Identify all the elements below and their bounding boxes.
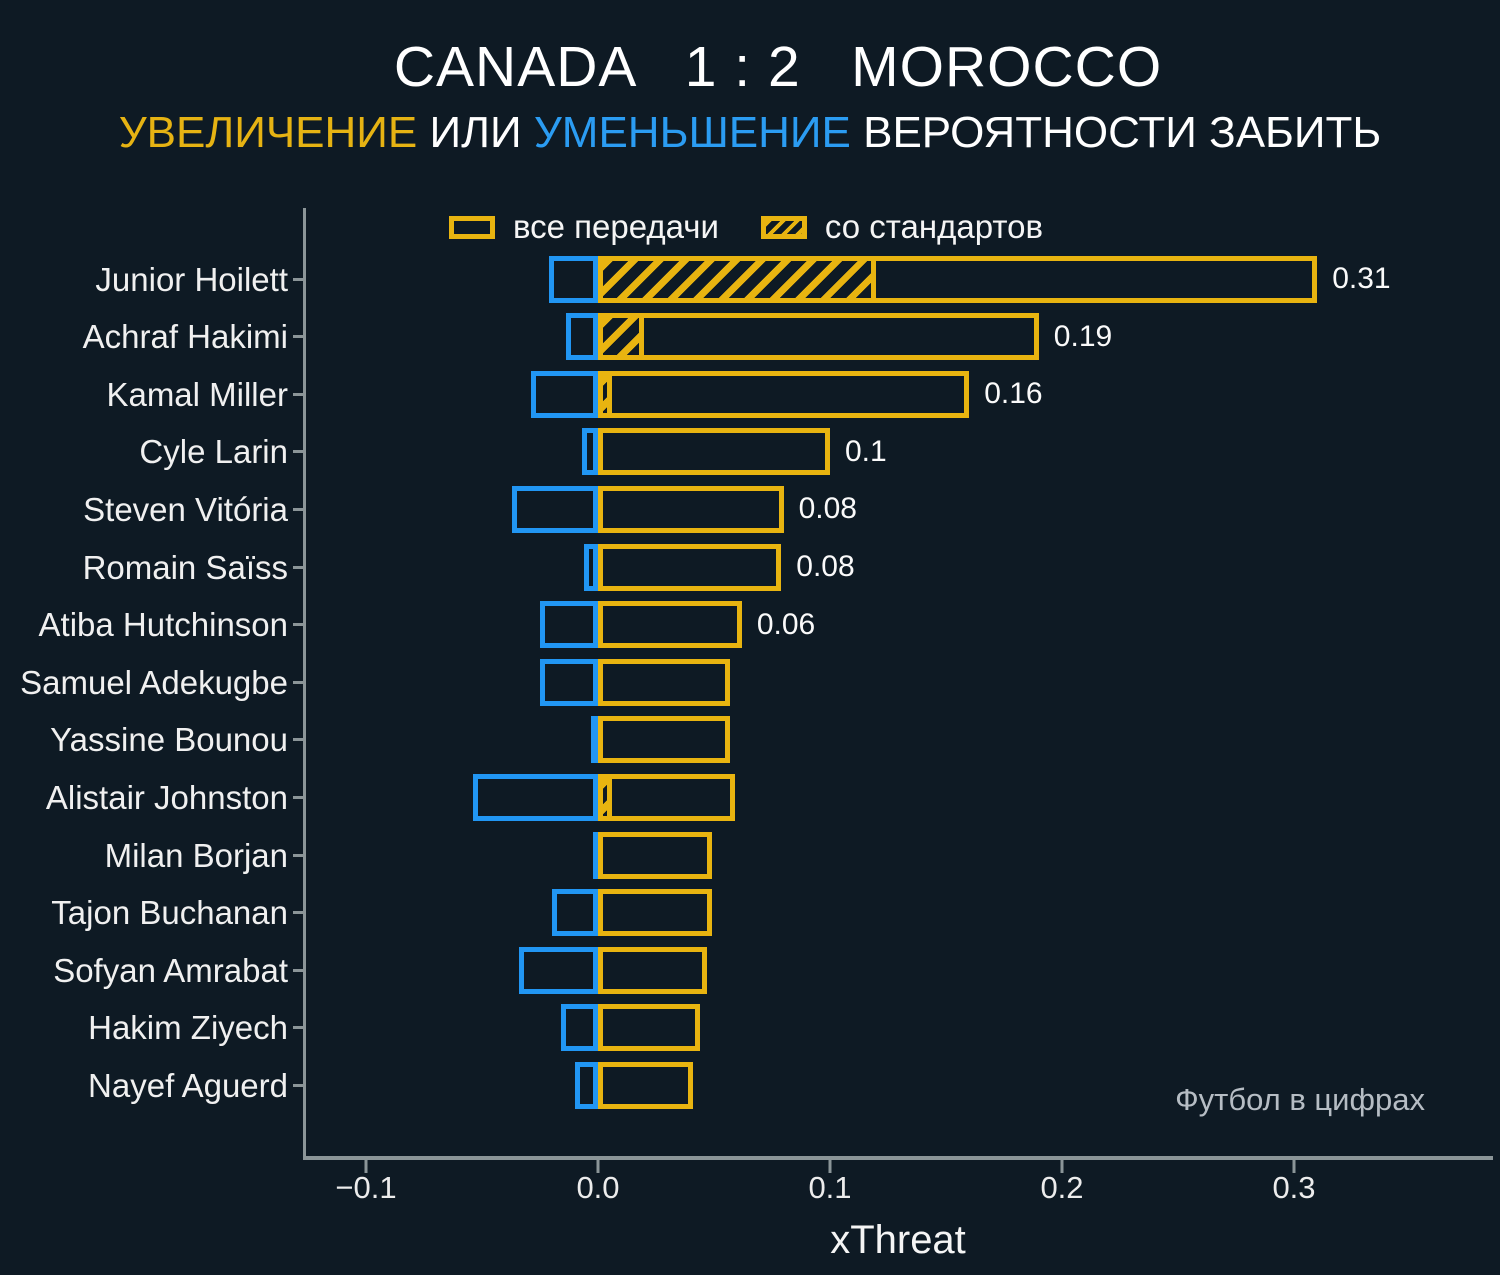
set-piece-bar bbox=[598, 313, 645, 361]
increase-bar bbox=[598, 1061, 694, 1109]
decrease-bar bbox=[591, 716, 598, 764]
y-tick bbox=[293, 738, 303, 742]
x-tick-label: 0.1 bbox=[808, 1170, 852, 1205]
player-label: Yassine Bounou bbox=[50, 721, 288, 759]
y-tick bbox=[293, 911, 303, 915]
increase-bar bbox=[598, 485, 784, 533]
value-label: 0.08 bbox=[796, 550, 855, 583]
y-tick bbox=[293, 565, 303, 569]
y-tick bbox=[293, 507, 303, 511]
value-label: 0.1 bbox=[845, 434, 887, 468]
y-tick bbox=[293, 392, 303, 396]
x-tick bbox=[828, 1160, 832, 1173]
increase-bar bbox=[598, 831, 712, 879]
decrease-bar bbox=[584, 543, 598, 591]
watermark: Футбол в цифрах bbox=[1175, 1082, 1425, 1117]
increase-bar bbox=[598, 428, 830, 476]
y-tick bbox=[293, 680, 303, 684]
subtitle-decrease-word: УМЕНЬШЕНИЕ bbox=[533, 108, 851, 157]
decrease-bar bbox=[472, 773, 598, 821]
player-label: Alistair Johnston bbox=[45, 778, 288, 816]
increase-bar bbox=[598, 773, 735, 821]
value-label: 0.06 bbox=[756, 607, 816, 641]
decrease-bar bbox=[574, 1061, 598, 1109]
decrease-bar bbox=[540, 658, 598, 706]
page-subtitle: УВЕЛИЧЕНИЕ ИЛИ УМЕНЬШЕНИЕ ВЕРОЯТНОСТИ ЗА… bbox=[0, 108, 1500, 158]
player-label: Kamal Miller bbox=[106, 375, 288, 413]
player-label: Romain Saïss bbox=[82, 548, 288, 586]
x-axis-title: xThreat bbox=[830, 1218, 966, 1262]
subtitle-or-word: ИЛИ bbox=[417, 108, 534, 157]
increase-bar bbox=[598, 946, 708, 994]
value-label: 0.08 bbox=[798, 492, 857, 526]
increase-bar bbox=[598, 716, 731, 764]
legend-swatch-set-pieces bbox=[760, 215, 807, 239]
player-label: Atiba Hutchinson bbox=[38, 606, 288, 644]
y-tick bbox=[293, 1083, 303, 1087]
increase-bar bbox=[598, 601, 742, 649]
y-tick bbox=[293, 450, 303, 454]
decrease-bar bbox=[560, 1004, 598, 1052]
y-axis-spine bbox=[303, 208, 306, 1159]
subtitle-increase-word: УВЕЛИЧЕНИЕ bbox=[118, 108, 418, 157]
x-tick-label: 0.0 bbox=[576, 1170, 620, 1205]
set-piece-bar bbox=[598, 370, 612, 418]
y-tick bbox=[293, 277, 303, 281]
y-tick bbox=[293, 623, 303, 627]
decrease-bar bbox=[593, 831, 598, 879]
player-label: Nayef Aguerd bbox=[88, 1066, 288, 1104]
x-tick bbox=[1292, 1160, 1296, 1173]
y-tick bbox=[293, 968, 303, 972]
player-label: Junior Hoilett bbox=[95, 260, 288, 298]
decrease-bar bbox=[512, 485, 598, 533]
x-tick bbox=[1060, 1160, 1064, 1173]
decrease-bar bbox=[565, 313, 598, 361]
player-label: Steven Vitória bbox=[83, 490, 288, 528]
x-tick bbox=[596, 1160, 600, 1173]
player-label: Tajon Buchanan bbox=[51, 894, 288, 932]
player-label: Hakim Ziyech bbox=[88, 1009, 288, 1047]
player-label: Cyle Larin bbox=[139, 433, 288, 471]
decrease-bar bbox=[540, 601, 598, 649]
player-label: Achraf Hakimi bbox=[82, 318, 288, 356]
increase-bar bbox=[598, 1004, 701, 1052]
increase-bar bbox=[598, 370, 970, 418]
player-label: Milan Borjan bbox=[104, 836, 288, 874]
x-tick-label: 0.3 bbox=[1272, 1170, 1316, 1205]
decrease-bar bbox=[519, 946, 598, 994]
y-tick bbox=[293, 795, 303, 799]
value-label: 0.19 bbox=[1053, 319, 1113, 353]
value-label: 0.16 bbox=[984, 377, 1043, 411]
x-tick-label: −0.1 bbox=[335, 1170, 397, 1205]
decrease-bar bbox=[581, 428, 598, 476]
x-tick-label: 0.2 bbox=[1040, 1170, 1084, 1205]
y-tick bbox=[293, 1026, 303, 1030]
legend-label-all-passes: все передачи bbox=[513, 208, 719, 245]
legend-swatch-all-passes bbox=[449, 215, 495, 239]
increase-bar bbox=[598, 313, 1039, 361]
increase-bar bbox=[598, 658, 731, 706]
value-label: 0.31 bbox=[1332, 262, 1391, 295]
y-tick bbox=[293, 335, 303, 339]
decrease-bar bbox=[530, 370, 598, 418]
legend-label-set-pieces: со стандартов bbox=[824, 208, 1043, 245]
decrease-bar bbox=[549, 255, 598, 303]
set-piece-bar bbox=[598, 255, 877, 303]
increase-bar bbox=[598, 543, 782, 591]
y-tick bbox=[293, 853, 303, 857]
player-label: Samuel Adekugbe bbox=[20, 663, 288, 701]
x-axis-spine bbox=[303, 1156, 1493, 1160]
player-label: Sofyan Amrabat bbox=[53, 951, 288, 989]
subtitle-rest: ВЕРОЯТНОСТИ ЗАБИТЬ bbox=[850, 108, 1382, 157]
page-title: CANADA 1 : 2 MOROCCO bbox=[393, 35, 1163, 99]
x-tick bbox=[364, 1160, 368, 1173]
decrease-bar bbox=[551, 889, 598, 937]
chart-legend: все передачи со стандартов bbox=[449, 204, 1043, 250]
set-piece-bar bbox=[598, 773, 612, 821]
increase-bar bbox=[598, 889, 712, 937]
